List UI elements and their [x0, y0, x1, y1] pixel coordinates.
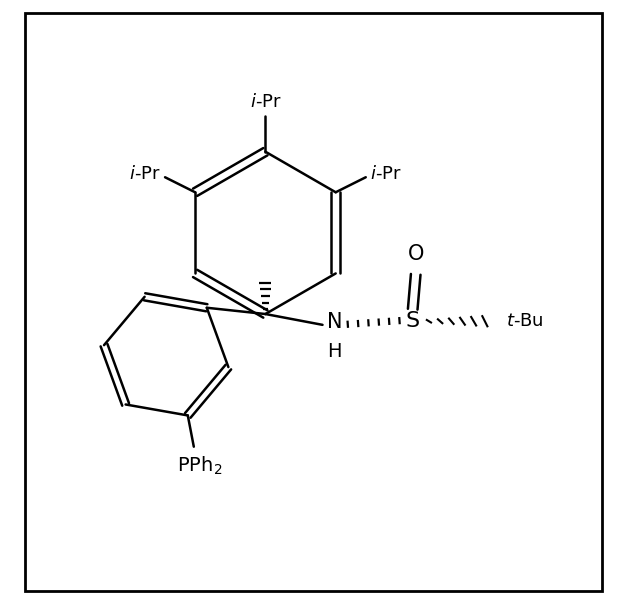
Text: $\it{t}$-Bu: $\it{t}$-Bu: [506, 312, 544, 330]
Text: H: H: [327, 342, 342, 361]
Text: S: S: [406, 311, 419, 331]
Text: PPh$_2$: PPh$_2$: [177, 455, 223, 477]
Text: O: O: [408, 244, 424, 264]
Text: $\it{i}$-Pr: $\it{i}$-Pr: [250, 94, 282, 111]
Text: $\it{i}$-Pr: $\it{i}$-Pr: [129, 165, 161, 183]
Text: N: N: [327, 312, 343, 332]
Text: $\it{i}$-Pr: $\it{i}$-Pr: [370, 165, 402, 183]
